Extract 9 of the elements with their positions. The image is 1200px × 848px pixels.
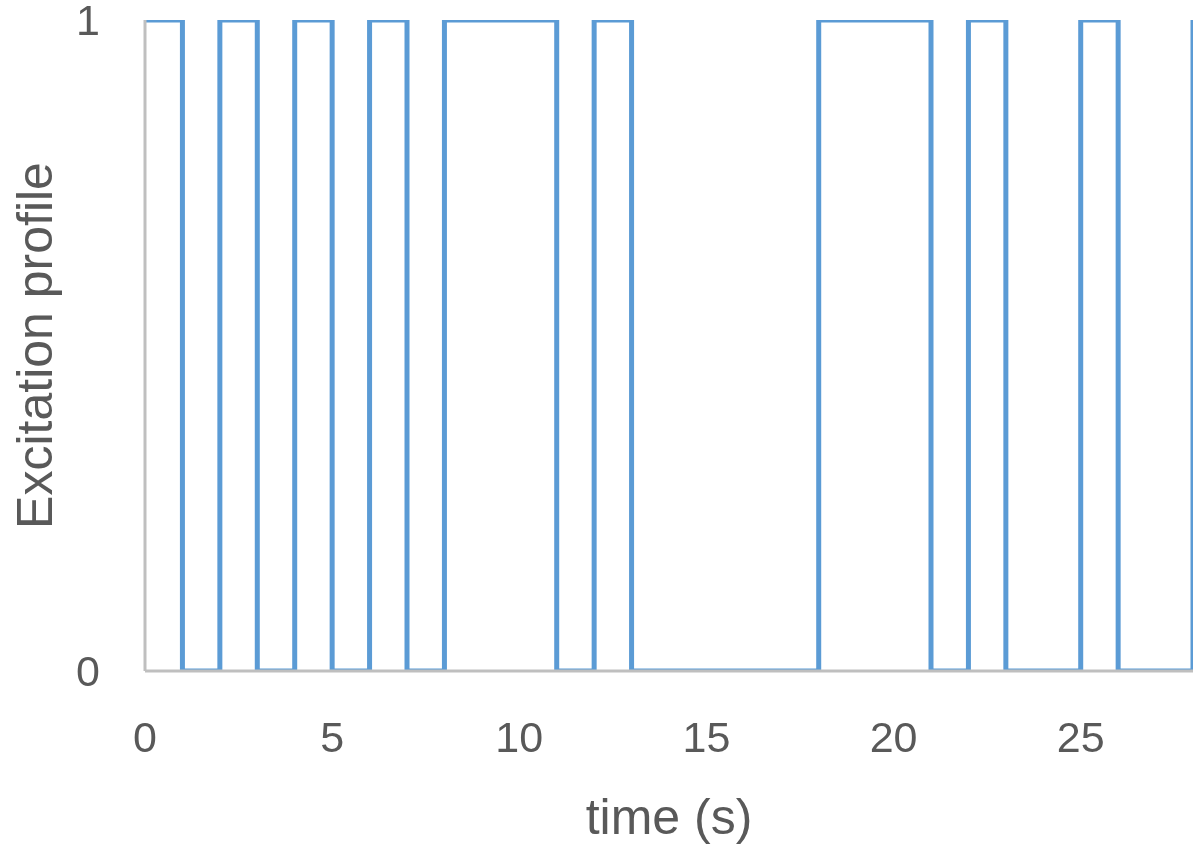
y-tick-label: 1 xyxy=(76,0,100,45)
x-tick-label: 5 xyxy=(320,712,345,761)
x-tick-label: 25 xyxy=(1056,712,1105,761)
x-tick-label: 0 xyxy=(133,712,157,761)
x-tick-label: 20 xyxy=(869,712,918,761)
x-tick-label: 10 xyxy=(495,712,544,761)
x-tick-label: 15 xyxy=(682,712,731,761)
y-axis-title: Excitation profile xyxy=(7,162,63,529)
x-axis-title: time (s) xyxy=(585,789,753,845)
